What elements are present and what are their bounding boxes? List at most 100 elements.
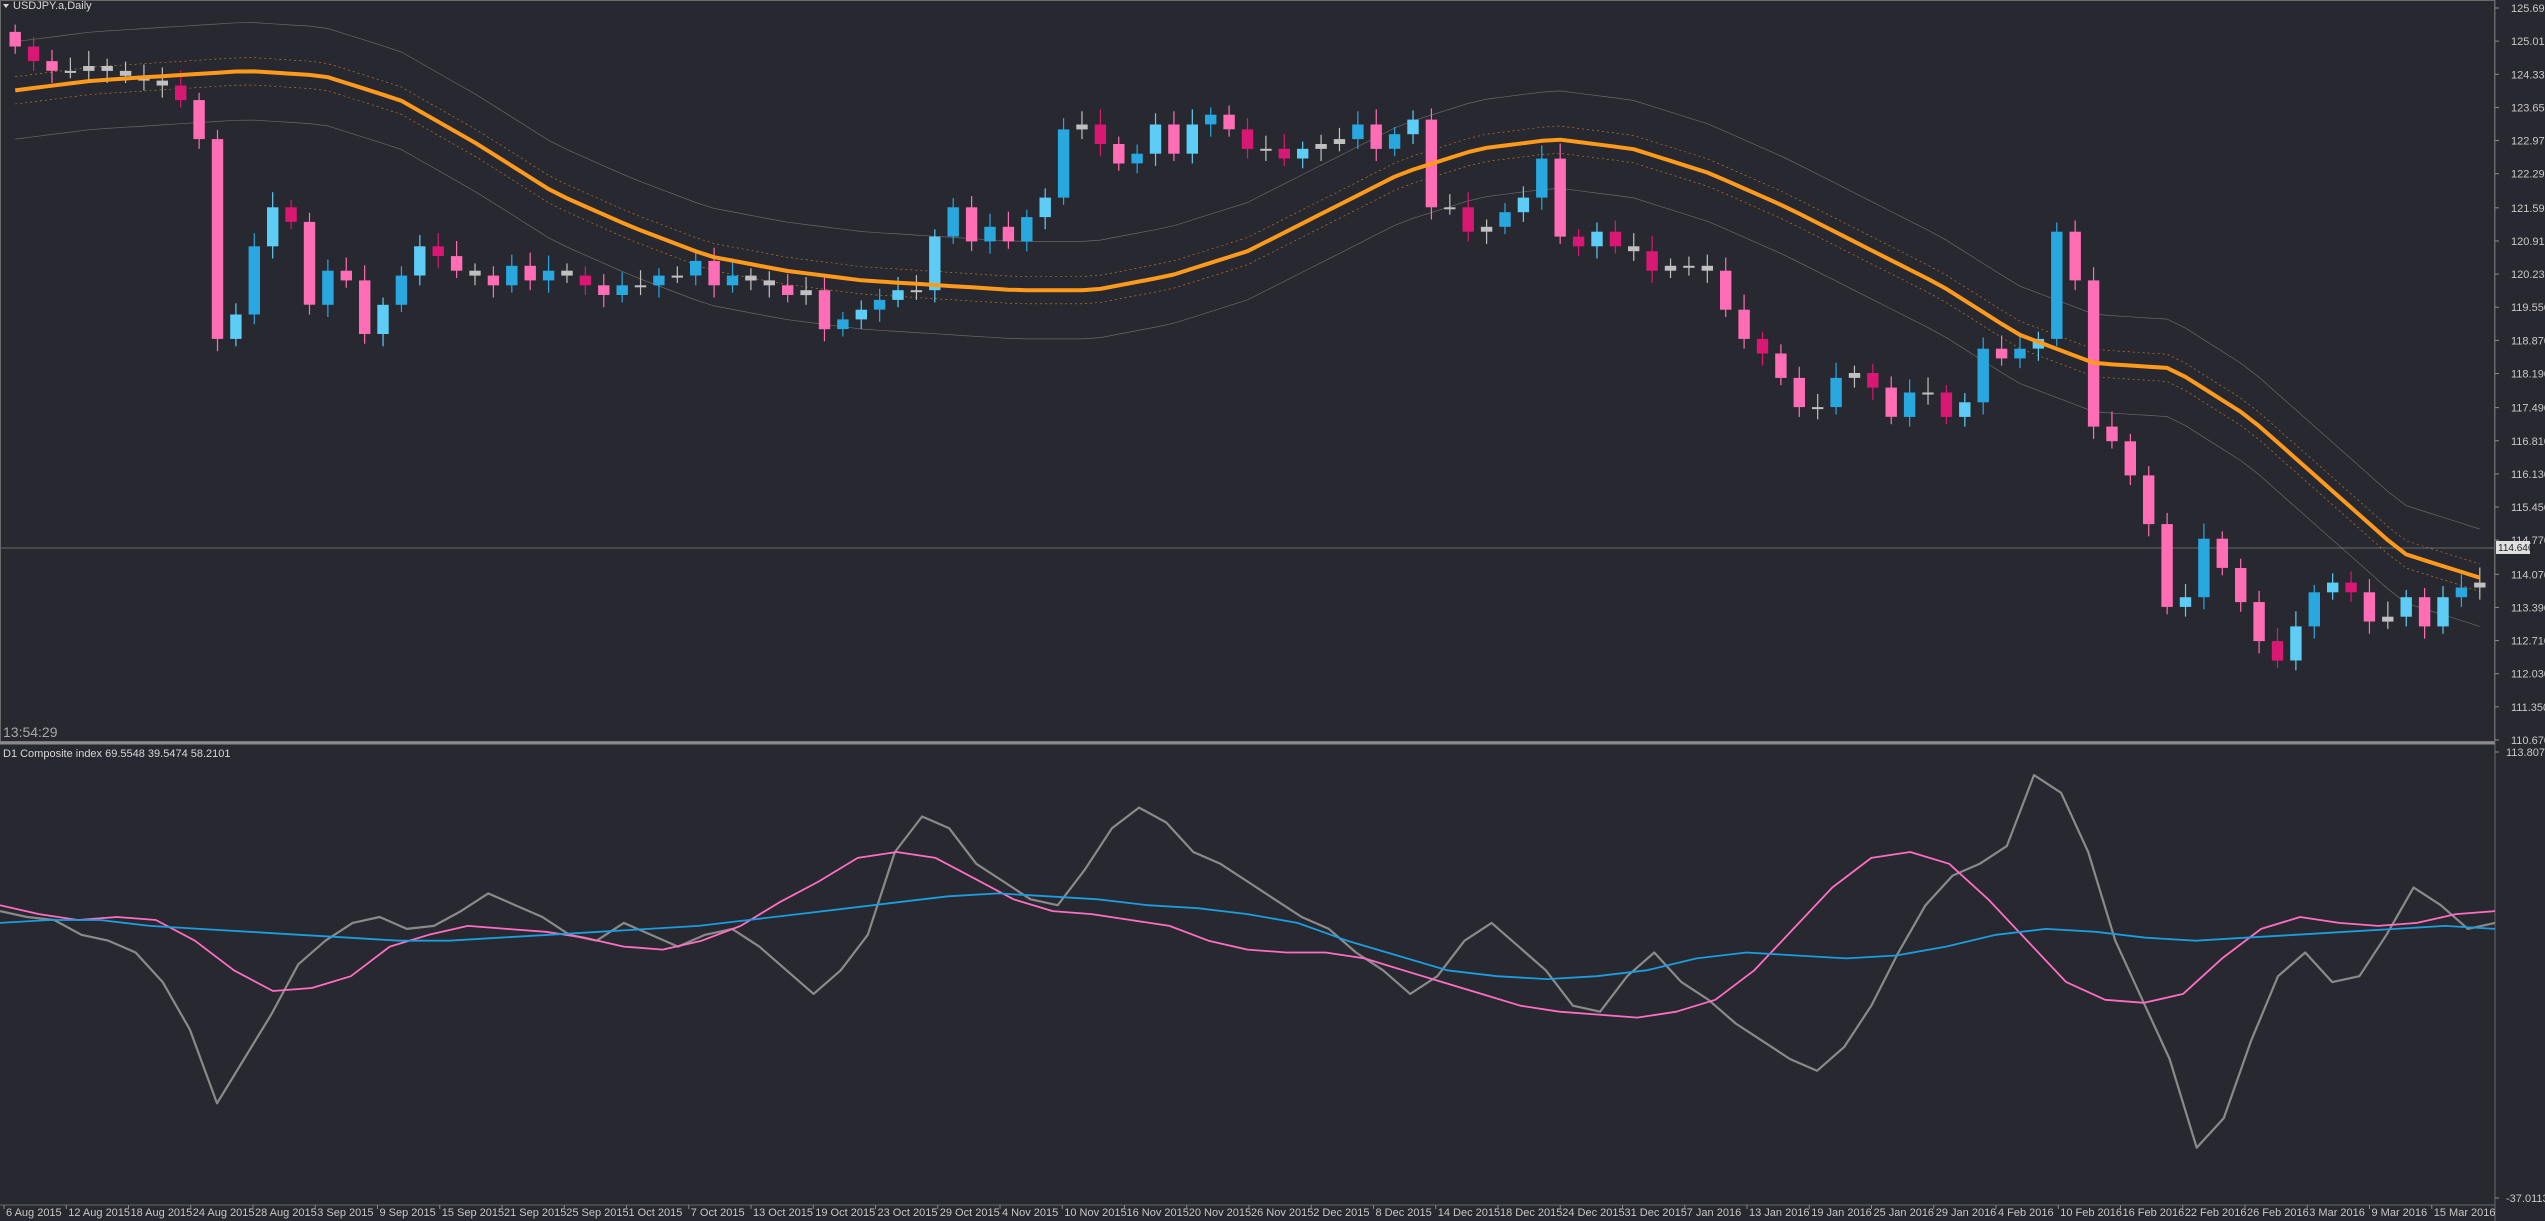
candle-body: [432, 246, 444, 256]
x-tick-label: 10 Nov 2015: [1064, 1207, 1126, 1219]
candle-body: [1076, 124, 1088, 130]
x-tick-label: 15 Mar 2016: [2434, 1207, 2496, 1219]
candle-body: [1830, 377, 1842, 408]
current-price-label: 114.646: [2498, 543, 2534, 554]
candle-body: [303, 221, 316, 305]
x-tick-label: 4 Nov 2015: [1002, 1207, 1058, 1219]
indicator-line: [0, 892, 2496, 980]
price-candles: [9, 24, 2486, 671]
candle-body: [561, 270, 573, 276]
candle-body: [1370, 124, 1382, 149]
x-tick-label: 1 Oct 2015: [629, 1207, 683, 1219]
candle-body: [414, 246, 426, 276]
y-tick-label: 113.390: [2511, 602, 2545, 614]
candle-body: [1057, 129, 1070, 198]
candle-body: [1591, 231, 1603, 247]
candle-body: [2474, 582, 2486, 588]
y-tick-label: -37.0113: [2506, 1193, 2545, 1205]
candle-body: [2235, 568, 2247, 603]
candle-body: [653, 275, 665, 286]
candle-body: [1223, 114, 1235, 130]
candle-body: [1683, 265, 1695, 268]
candle-body: [1480, 226, 1493, 232]
candle-body: [1002, 226, 1015, 242]
x-tick-label: 9 Mar 2016: [2372, 1207, 2428, 1219]
x-tick-label: 25 Jan 2016: [1874, 1207, 1935, 1219]
candle-body: [193, 100, 205, 140]
y-tick-label: 119.550: [2511, 302, 2545, 314]
x-tick-label: 4 Feb 2016: [1998, 1207, 2054, 1219]
candle-body: [2345, 582, 2357, 593]
x-tick-label: 16 Nov 2015: [1127, 1207, 1189, 1219]
menu-triangle-icon[interactable]: [3, 4, 9, 8]
price-panel-border: [0, 0, 2495, 742]
candle-body: [2290, 626, 2302, 661]
candle-body: [2216, 538, 2228, 568]
candle-body: [1738, 309, 1750, 339]
candle-body: [1609, 231, 1622, 247]
candle-body: [46, 61, 58, 71]
candle-body: [1278, 148, 1290, 159]
x-tick-label: 13 Jan 2016: [1749, 1207, 1810, 1219]
candle-body: [2271, 641, 2284, 661]
candle-body: [2382, 616, 2394, 622]
candle-body: [1021, 217, 1033, 242]
candle-body: [708, 260, 720, 286]
candle-body: [2198, 538, 2210, 598]
y-tick-label: 120.910: [2511, 236, 2545, 248]
candle-body: [1407, 119, 1419, 135]
candle-body: [634, 285, 647, 288]
x-tick-label: 3 Sep 2015: [317, 1207, 373, 1219]
candle-body: [27, 46, 40, 62]
candle-body: [745, 275, 757, 281]
candle-body: [2253, 602, 2265, 642]
candle-body: [947, 207, 959, 237]
candle-body: [1517, 197, 1530, 213]
candle-body: [855, 309, 867, 320]
x-tick-label: 21 Sep 2015: [504, 1207, 566, 1219]
candle-body: [2179, 597, 2192, 607]
envelope-bands: [15, 22, 2480, 627]
y-tick-label: 116.810: [2511, 436, 2545, 448]
candle-body: [1903, 392, 1916, 417]
y-tick-label: 118.870: [2511, 335, 2545, 347]
candle-body: [285, 207, 297, 222]
candle-body: [1352, 124, 1364, 140]
candle-body: [2014, 348, 2026, 359]
x-tick-label: 10 Feb 2016: [2060, 1207, 2122, 1219]
x-tick-label: 22 Feb 2016: [2185, 1207, 2247, 1219]
candle-body: [2124, 441, 2136, 476]
candle-body: [1848, 373, 1861, 378]
moving-average: [14, 69, 2481, 580]
y-tick-label: 123.650: [2511, 102, 2545, 114]
candle-body: [1260, 148, 1272, 151]
x-tick-label: 8 Dec 2015: [1376, 1207, 1432, 1219]
band-line: [15, 84, 2480, 592]
y-tick-label: 113.8075: [2506, 747, 2545, 759]
candle-body: [1867, 373, 1879, 388]
y-tick-label: 124.330: [2511, 69, 2545, 81]
indicator-axis: 113.8075 -37.0113: [2495, 747, 2545, 1205]
candle-body: [506, 265, 518, 286]
candle-body: [542, 270, 555, 281]
x-tick-label: 7 Jan 2016: [1687, 1207, 1741, 1219]
x-tick-label: 19 Jan 2016: [1811, 1207, 1872, 1219]
x-tick-label: 9 Sep 2015: [380, 1207, 436, 1219]
candle-body: [1940, 392, 1953, 417]
candle-body: [2087, 280, 2100, 427]
y-tick-label: 112.030: [2511, 669, 2545, 681]
candle-body: [965, 207, 978, 242]
y-tick-label: 122.290: [2511, 169, 2545, 181]
candle-body: [1131, 153, 1143, 164]
candle-body: [175, 85, 187, 101]
candle-body: [1572, 236, 1585, 247]
y-tick-label: 121.590: [2511, 203, 2545, 215]
x-tick-label: 19 Oct 2015: [815, 1207, 875, 1219]
candle-body: [2327, 582, 2339, 593]
x-tick-label: 3 Mar 2016: [2309, 1207, 2365, 1219]
candle-body: [2106, 426, 2118, 442]
candle-body: [1995, 348, 2008, 359]
x-tick-label: 16 Feb 2016: [2123, 1207, 2185, 1219]
candle-body: [763, 280, 775, 286]
